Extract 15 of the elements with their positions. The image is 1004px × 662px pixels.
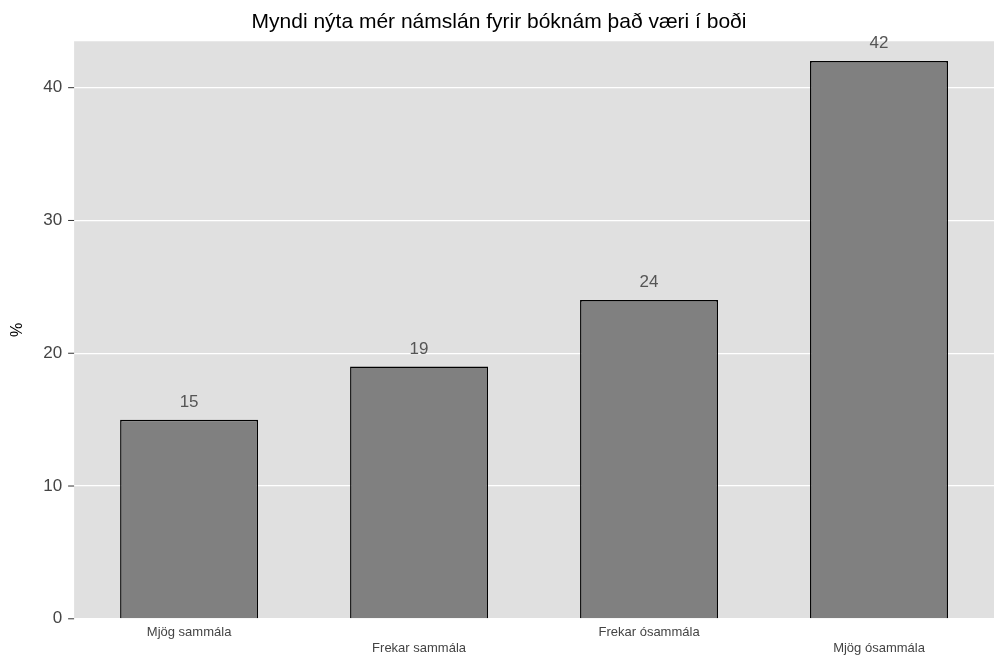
x-tick-label: Frekar sammála [372,639,467,655]
chart-title: Myndi nýta mér námslán fyrir bóknám það væri í boði [251,9,747,33]
y-axis-title: % [8,322,26,338]
y-tick-label: 40 [43,77,63,97]
y-tick-label: 0 [52,608,63,628]
x-tick-label: Frekar ósammála [598,624,701,640]
y-tick-label: 30 [43,210,63,230]
data-label: 24 [639,272,659,292]
x-tick-label: Mjög sammála [146,624,233,640]
x-tick-label: Mjög ósammála [833,639,926,655]
data-label: 15 [179,391,199,411]
data-label: 42 [869,33,889,53]
y-tick-label: 20 [43,342,63,362]
data-label: 19 [409,338,429,358]
y-tick-label: 10 [43,475,63,495]
